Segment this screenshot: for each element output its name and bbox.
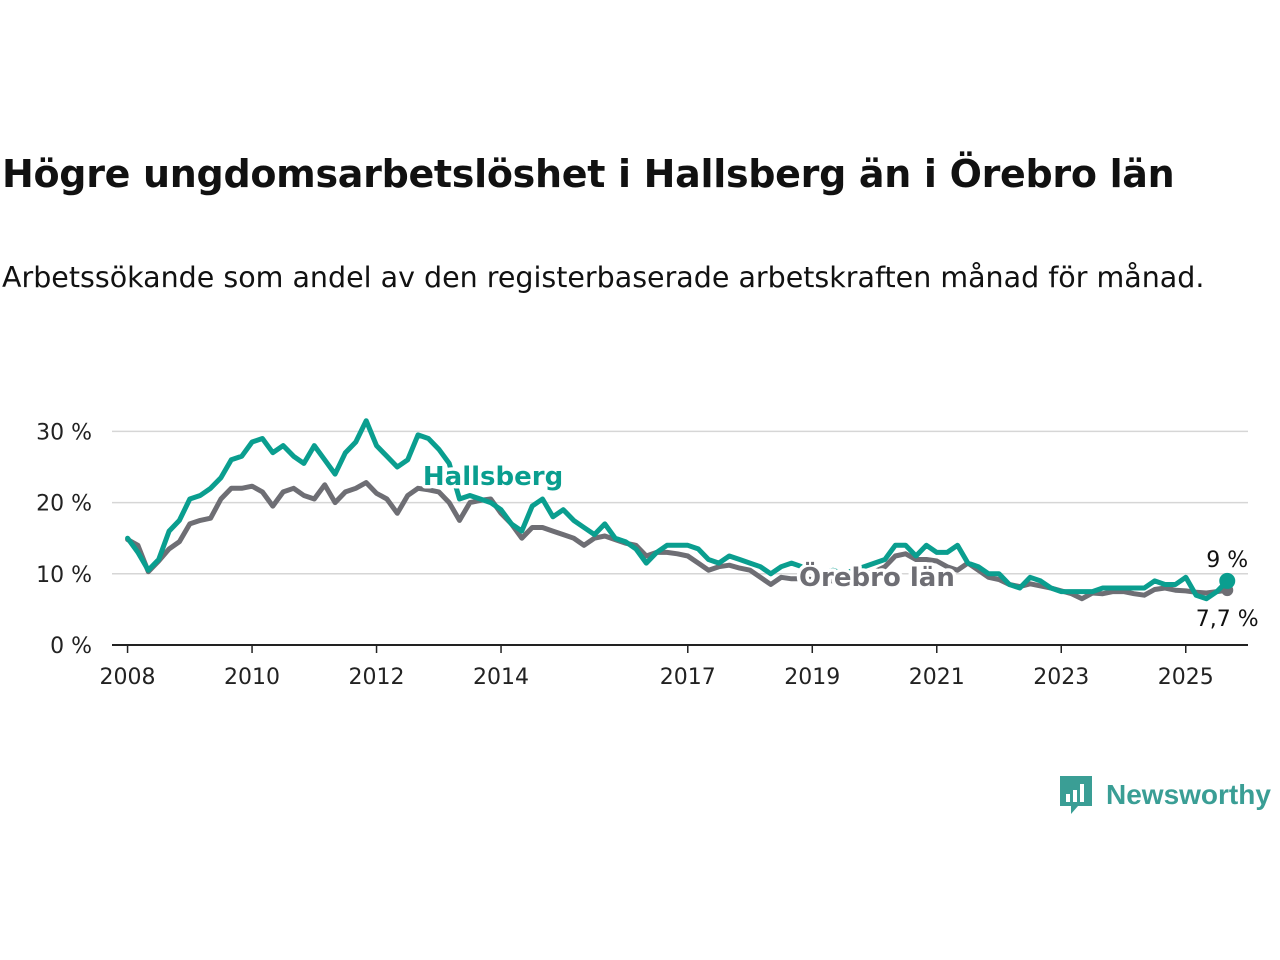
y-tick-label: 10 %: [36, 563, 92, 588]
end-value-label-orebro-lan: 7,7 %: [1196, 607, 1259, 632]
end-marker-hallsberg: [1219, 572, 1236, 589]
gridlines: [112, 430, 1248, 575]
x-tick-label: 2014: [473, 665, 529, 690]
chart-title: Högre ungdomsarbetslöshet i Hallsberg än…: [2, 152, 1175, 196]
series-label-hallsberg: Hallsberg: [423, 462, 563, 492]
x-axis: 2008 2010 2012 2014 2017 2019 2021 2023 2025: [100, 644, 1248, 690]
series-line-hallsberg: [125, 418, 1230, 602]
chart-subtitle: Arbetssökande som andel av den registerb…: [2, 261, 1205, 294]
x-tick-label: 2008: [100, 665, 156, 690]
brand-name: Newsworthy: [1106, 779, 1271, 810]
newsworthy-logo-icon: [1060, 776, 1092, 814]
newsworthy-brand: Newsworthy: [1058, 772, 1271, 818]
y-tick-label: 20 %: [36, 492, 92, 517]
y-axis-tick-labels: 0 % 10 % 20 % 30 %: [36, 420, 92, 659]
series-label-orebro-lan: Örebro län: [799, 560, 955, 593]
line-chart: 0 % 10 % 20 % 30 % 2008 2010 2012 2014 2017 2019…: [36, 418, 1261, 690]
x-tick-label: 2025: [1158, 665, 1214, 690]
x-tick-label: 2012: [349, 665, 405, 690]
x-tick-label: 2023: [1033, 665, 1089, 690]
series-line-orebro-lan: [125, 480, 1230, 602]
y-tick-label: 0 %: [50, 634, 92, 659]
series-labels: Hallsberg Örebro län 9 % 7,7 %: [419, 458, 1261, 634]
x-tick-label: 2017: [660, 665, 716, 690]
y-tick-label: 30 %: [36, 420, 92, 445]
x-tick-label: 2019: [784, 665, 840, 690]
end-value-label-hallsberg: 9 %: [1206, 548, 1248, 573]
series-lines: [125, 418, 1236, 602]
x-tick-label: 2010: [224, 665, 280, 690]
x-tick-label: 2021: [909, 665, 965, 690]
